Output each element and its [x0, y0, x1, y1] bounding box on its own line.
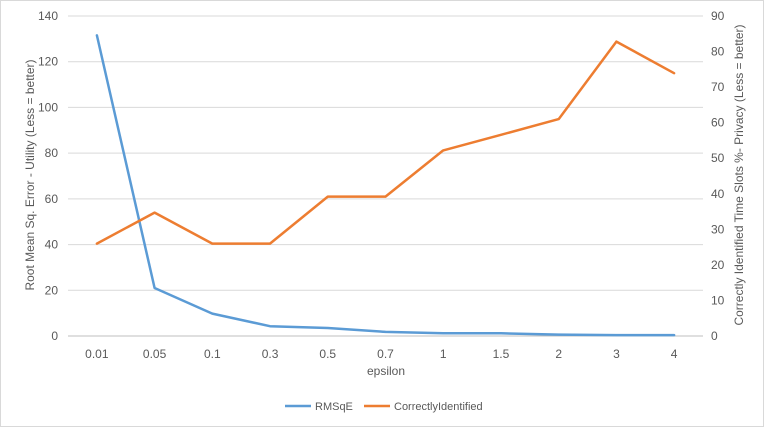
- right-tick-label: 90: [711, 9, 725, 23]
- right-axis-label: Correctly Identified Time Slots %- Priva…: [732, 24, 746, 325]
- legend: RMSqE CorrectlyIdentified: [285, 401, 483, 413]
- x-tick-label: 0.7: [377, 347, 394, 361]
- right-tick-label: 40: [711, 187, 725, 201]
- x-tick-label: 1: [440, 347, 447, 361]
- right-tick-label: 20: [711, 258, 725, 272]
- right-tick-label: 60: [711, 116, 725, 130]
- series-line-rmsqe: [95, 34, 676, 337]
- right-tick-label: 0: [711, 329, 718, 343]
- right-tick-label: 30: [711, 222, 725, 236]
- left-tick-label: 120: [38, 55, 58, 69]
- x-tick-label: 0.01: [85, 347, 109, 361]
- x-tick-label: 3: [613, 347, 620, 361]
- x-axis-label: epsilon: [367, 364, 405, 378]
- right-tick-label: 70: [711, 80, 725, 94]
- x-tick-label: 0.05: [143, 347, 167, 361]
- x-tick-label: 0.1: [204, 347, 221, 361]
- series-lines: [95, 34, 676, 337]
- left-tick-label: 100: [38, 100, 58, 114]
- left-axis-label: Root Mean Sq. Error - Utility (Less = be…: [23, 59, 37, 290]
- x-tick-label: 1.5: [493, 347, 510, 361]
- right-tick-label: 50: [711, 151, 725, 165]
- right-tick-label: 10: [711, 293, 725, 307]
- left-tick-label: 0: [51, 329, 58, 343]
- left-tick-label: 140: [38, 9, 58, 23]
- legend-label-correctlyidentified: CorrectlyIdentified: [394, 401, 483, 413]
- gridlines: [68, 15, 703, 337]
- right-axis-ticks: 0 10 20 30 40 50 60 70 80 90: [711, 9, 725, 343]
- x-tick-label: 0.5: [319, 347, 336, 361]
- left-tick-label: 60: [45, 192, 59, 206]
- left-axis-ticks: 0 20 40 60 80 100 120 140: [38, 9, 58, 343]
- left-tick-label: 40: [45, 238, 59, 252]
- x-axis-ticks: 0.01 0.05 0.1 0.3 0.5 0.7 1 1.5 2 3 4: [85, 347, 678, 361]
- x-tick-label: 0.3: [262, 347, 279, 361]
- left-tick-label: 20: [45, 283, 59, 297]
- x-tick-label: 2: [555, 347, 562, 361]
- legend-label-rmsqe: RMSqE: [315, 401, 353, 413]
- x-tick-label: 4: [671, 347, 678, 361]
- left-tick-label: 80: [45, 146, 59, 160]
- series-line-correctlyidentified: [95, 40, 676, 245]
- right-tick-label: 80: [711, 45, 725, 59]
